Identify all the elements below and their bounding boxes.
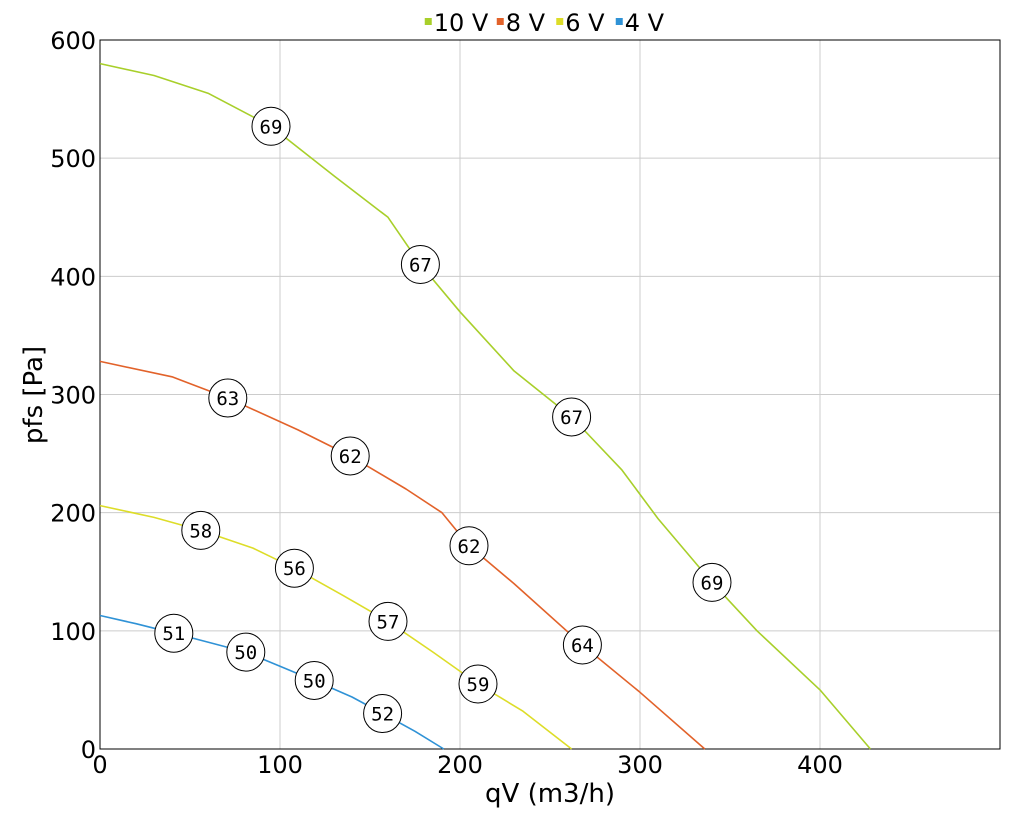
curve-marker: 62: [330, 436, 370, 476]
marker-label: 57: [377, 611, 400, 633]
marker-circle: [458, 664, 498, 704]
x-tick-label: 200: [437, 751, 483, 779]
curve-marker: 51: [154, 613, 194, 653]
marker-circle: [274, 548, 314, 588]
marker-circle: [154, 613, 194, 653]
curve-marker: 69: [692, 562, 732, 602]
y-tick-label: 600: [50, 27, 96, 55]
curve-marker: 56: [274, 548, 314, 588]
curve-marker: 69: [251, 106, 291, 146]
marker-label: 62: [339, 446, 362, 468]
curve-marker: 67: [552, 397, 592, 437]
marker-circle: [552, 397, 592, 437]
markers-layer: 69 67 67 69 63 62 62 64 58 56 57 59 51 50 50 52: [154, 106, 732, 734]
marker-label: 69: [260, 116, 283, 138]
legend-swatch: [615, 18, 623, 25]
y-axis-title: pfs [Pa]: [19, 346, 49, 444]
marker-circle: [330, 436, 370, 476]
legend-label: 10 V: [434, 9, 489, 37]
marker-label: 51: [162, 623, 185, 645]
legend-label: 8 V: [506, 9, 546, 37]
y-tick-label: 100: [50, 618, 96, 646]
marker-circle: [251, 106, 291, 146]
marker-label: 56: [283, 558, 306, 580]
marker-circle: [400, 245, 440, 285]
marker-circle: [562, 625, 602, 665]
legend-swatch: [556, 18, 564, 25]
curve-marker: 57: [368, 601, 408, 641]
curve-marker: 58: [181, 510, 221, 550]
marker-circle: [181, 510, 221, 550]
marker-label: 59: [467, 674, 490, 696]
marker-label: 67: [409, 255, 432, 277]
curve-marker: 50: [294, 660, 334, 700]
marker-label: 50: [303, 670, 326, 692]
legend-item: 6 V: [556, 9, 605, 37]
curve-marker: 63: [208, 378, 248, 418]
marker-circle: [368, 601, 408, 641]
marker-circle: [294, 660, 334, 700]
x-tick-label: 400: [797, 751, 843, 779]
y-tick-label: 300: [50, 382, 96, 410]
marker-label: 63: [216, 388, 239, 410]
legend-swatch: [424, 18, 432, 25]
series-line-0: [99, 62, 872, 750]
marker-circle: [449, 526, 489, 566]
legend-swatch: [496, 18, 504, 25]
curve-marker: 52: [363, 694, 403, 734]
marker-circle: [363, 694, 403, 734]
legend: 10 V 8 V 6 V 4 V: [424, 9, 665, 37]
marker-circle: [226, 632, 266, 672]
marker-label: 64: [571, 635, 594, 657]
curve-marker: 64: [562, 625, 602, 665]
curve-marker: 67: [400, 245, 440, 285]
y-tick-label: 200: [50, 500, 96, 528]
curve-marker: 50: [226, 632, 266, 672]
y-axis-ticks: 0 100 200 300 400 500 600: [50, 27, 96, 764]
series-line-1: [99, 360, 706, 750]
marker-label: 58: [189, 520, 212, 542]
legend-item: 10 V: [424, 9, 489, 37]
marker-label: 69: [701, 572, 724, 594]
marker-circle: [208, 378, 248, 418]
plot-frame: [99, 39, 1001, 750]
curve-marker: 62: [449, 526, 489, 566]
grid-lines: [100, 40, 1000, 749]
curve-marker: 59: [458, 664, 498, 704]
x-tick-label: 0: [92, 751, 107, 779]
marker-label: 62: [458, 536, 481, 558]
y-tick-label: 400: [50, 263, 96, 291]
legend-item: 4 V: [615, 9, 665, 37]
marker-label: 67: [560, 407, 583, 429]
marker-circle: [692, 562, 732, 602]
legend-label: 4 V: [625, 9, 665, 37]
legend-item: 8 V: [496, 9, 546, 37]
x-axis-title: qV (m3/h): [485, 779, 615, 809]
marker-label: 52: [371, 704, 394, 726]
x-axis-ticks: 0 100 200 300 400: [92, 751, 843, 779]
legend-label: 6 V: [565, 9, 605, 37]
x-tick-label: 300: [617, 751, 663, 779]
marker-label: 50: [234, 642, 257, 664]
y-tick-label: 500: [50, 145, 96, 173]
y-tick-label: 0: [81, 736, 96, 764]
x-tick-label: 100: [257, 751, 303, 779]
